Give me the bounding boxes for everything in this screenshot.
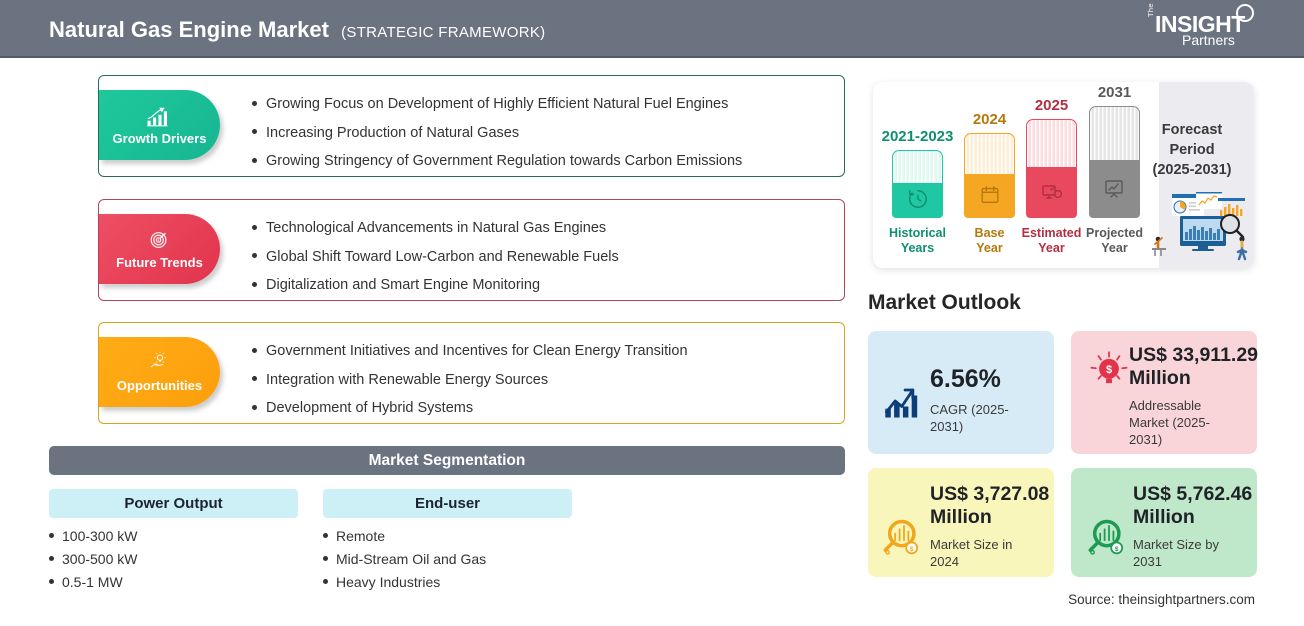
svg-text:$: $	[1115, 546, 1119, 553]
svg-text:$: $	[910, 546, 914, 553]
svg-text:$: $	[1106, 364, 1112, 376]
